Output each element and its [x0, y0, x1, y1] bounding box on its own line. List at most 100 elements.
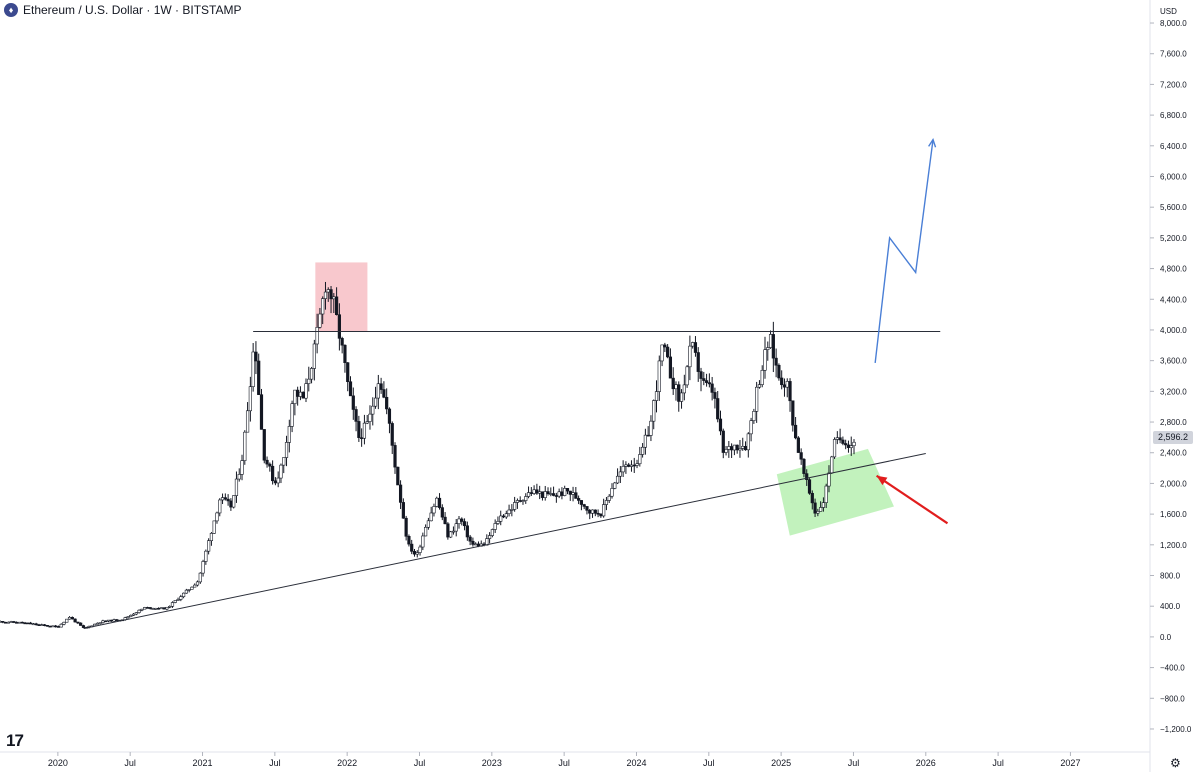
support-zone — [776, 448, 894, 536]
candle-body — [410, 543, 414, 552]
candle-body — [215, 512, 219, 522]
candle-body — [535, 489, 539, 494]
candle-body — [844, 443, 848, 446]
price-tick-label: 1,200.0 — [1160, 541, 1187, 550]
candle-body — [34, 623, 38, 626]
candle-body — [67, 616, 72, 620]
candle-body — [398, 484, 403, 503]
candle-body — [159, 607, 163, 610]
candle-body — [499, 515, 503, 522]
candle-body — [741, 446, 745, 449]
candle-body — [290, 403, 294, 427]
candle-body — [763, 349, 767, 371]
candle-body — [326, 289, 330, 293]
candle-body — [454, 523, 458, 532]
candle-body — [577, 498, 581, 501]
candle-body — [588, 510, 592, 514]
candle-body — [17, 621, 22, 624]
price-tick-label: 5,200.0 — [1160, 234, 1187, 243]
candle-body — [699, 371, 703, 379]
candle-body — [585, 506, 589, 511]
candle-body — [593, 509, 597, 514]
candle-body — [229, 500, 233, 508]
candle-body — [568, 490, 572, 495]
candle-body — [435, 497, 439, 507]
candle-body — [31, 623, 35, 626]
candle-body — [346, 362, 350, 383]
projection-path[interactable] — [874, 139, 934, 364]
price-tick-label: −1,200.0 — [1160, 725, 1192, 734]
candle-body — [437, 497, 442, 508]
candle-body — [318, 313, 322, 328]
candle-body — [40, 624, 44, 626]
candle-body — [126, 616, 130, 619]
candle-body — [640, 446, 645, 455]
currency-label[interactable]: USD — [1160, 7, 1177, 16]
candle-body — [449, 531, 453, 538]
candle-body — [529, 492, 533, 494]
candle-body — [301, 391, 305, 399]
candle-body — [688, 345, 692, 368]
candle-body — [79, 622, 83, 626]
candle-body — [827, 472, 831, 487]
red-arrow-shaft[interactable] — [875, 474, 949, 525]
candle-body — [443, 516, 447, 525]
candle-body — [95, 622, 99, 625]
ethereum-icon: ♦ — [4, 3, 18, 17]
candle-body — [524, 496, 528, 501]
candle-body — [468, 536, 472, 542]
candle-body — [162, 607, 166, 610]
candle-body — [693, 342, 698, 353]
candle-body — [262, 429, 266, 461]
candle-body — [187, 589, 191, 591]
time-axis[interactable]: 2020 Jul 2021 Jul 2022 Jul 2023 Jul 2024 Jul 2025 J… — [0, 751, 1150, 768]
price-tick-label: 400.0 — [1160, 602, 1181, 611]
candle-body — [129, 614, 133, 618]
candle-body — [315, 327, 319, 345]
candle-body — [666, 346, 670, 358]
candle-body — [462, 521, 467, 527]
candle-body — [190, 586, 194, 590]
zones-layer — [315, 262, 894, 536]
candle-body — [309, 368, 314, 380]
candle-body — [718, 418, 723, 432]
ascending-trendline[interactable] — [83, 453, 926, 629]
candle-body — [540, 491, 545, 498]
candle-body — [532, 489, 536, 494]
candle-body — [362, 422, 367, 439]
candle-body — [56, 626, 61, 628]
candle-body — [852, 441, 856, 447]
candle-body — [154, 607, 158, 610]
tradingview-logo-icon[interactable]: 17 — [6, 731, 24, 750]
candle-body — [307, 378, 311, 384]
candle-body — [782, 384, 787, 388]
candle-body — [179, 596, 183, 600]
candle-body — [184, 589, 188, 594]
candle-body — [674, 384, 678, 390]
candle-body — [757, 384, 762, 388]
candle-body — [807, 479, 812, 494]
candle-body — [70, 616, 74, 620]
candle-body — [165, 606, 169, 610]
candle-body — [810, 492, 814, 504]
candle-body — [571, 492, 575, 495]
candle-body — [621, 465, 625, 473]
candle-body — [638, 454, 642, 465]
candle-body — [226, 498, 230, 502]
candle-body — [510, 509, 514, 511]
price-tick-label: 6,800.0 — [1160, 111, 1187, 120]
candle-body — [752, 411, 756, 421]
candle-body — [830, 456, 834, 474]
candle-body — [474, 543, 478, 546]
candle-body — [696, 352, 700, 372]
symbol-title[interactable]: Ethereum / U.S. Dollar · 1W · BITSTAMP — [23, 3, 242, 17]
candle-body — [513, 502, 517, 510]
candle-body — [768, 334, 773, 348]
candle-body — [45, 625, 49, 627]
gear-icon[interactable]: ⚙ — [1170, 756, 1181, 770]
price-axis[interactable]: −1,200.0 −800.0 −400.0 0.0 400.0 800.0 1,200.0… — [1149, 0, 1192, 772]
time-tick-label: Jul — [414, 758, 426, 768]
candle-body — [12, 621, 16, 623]
candle-body — [493, 523, 497, 530]
